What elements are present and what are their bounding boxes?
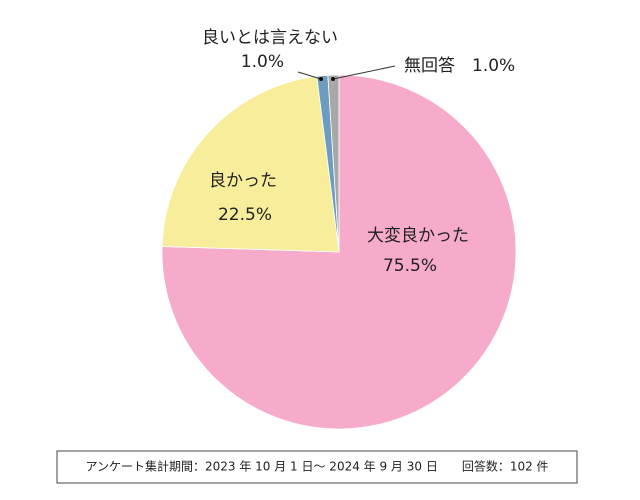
slice-value: 1.0% [241,52,284,72]
slice-label: 良いとは言えない [202,28,338,48]
slice-label: 無回答 [404,56,455,76]
pie-slice [327,74,340,253]
footer-text: アンケート集計期間：2023 年 10 月 1 日～ 2024 年 9 月 30… [85,459,548,474]
slice-value: 1.0% [472,56,515,76]
leader-dot [319,77,323,81]
slice-value: 75.5% [383,256,437,276]
leader-line [332,65,396,80]
pie-slice [161,75,340,253]
slice-value: 22.5% [218,205,272,225]
leader-line [297,71,322,80]
footer-box [56,450,578,484]
slice-label: 良かった [209,171,277,191]
leader-dot [331,77,335,81]
slice-label: 大変良かった [367,226,469,246]
